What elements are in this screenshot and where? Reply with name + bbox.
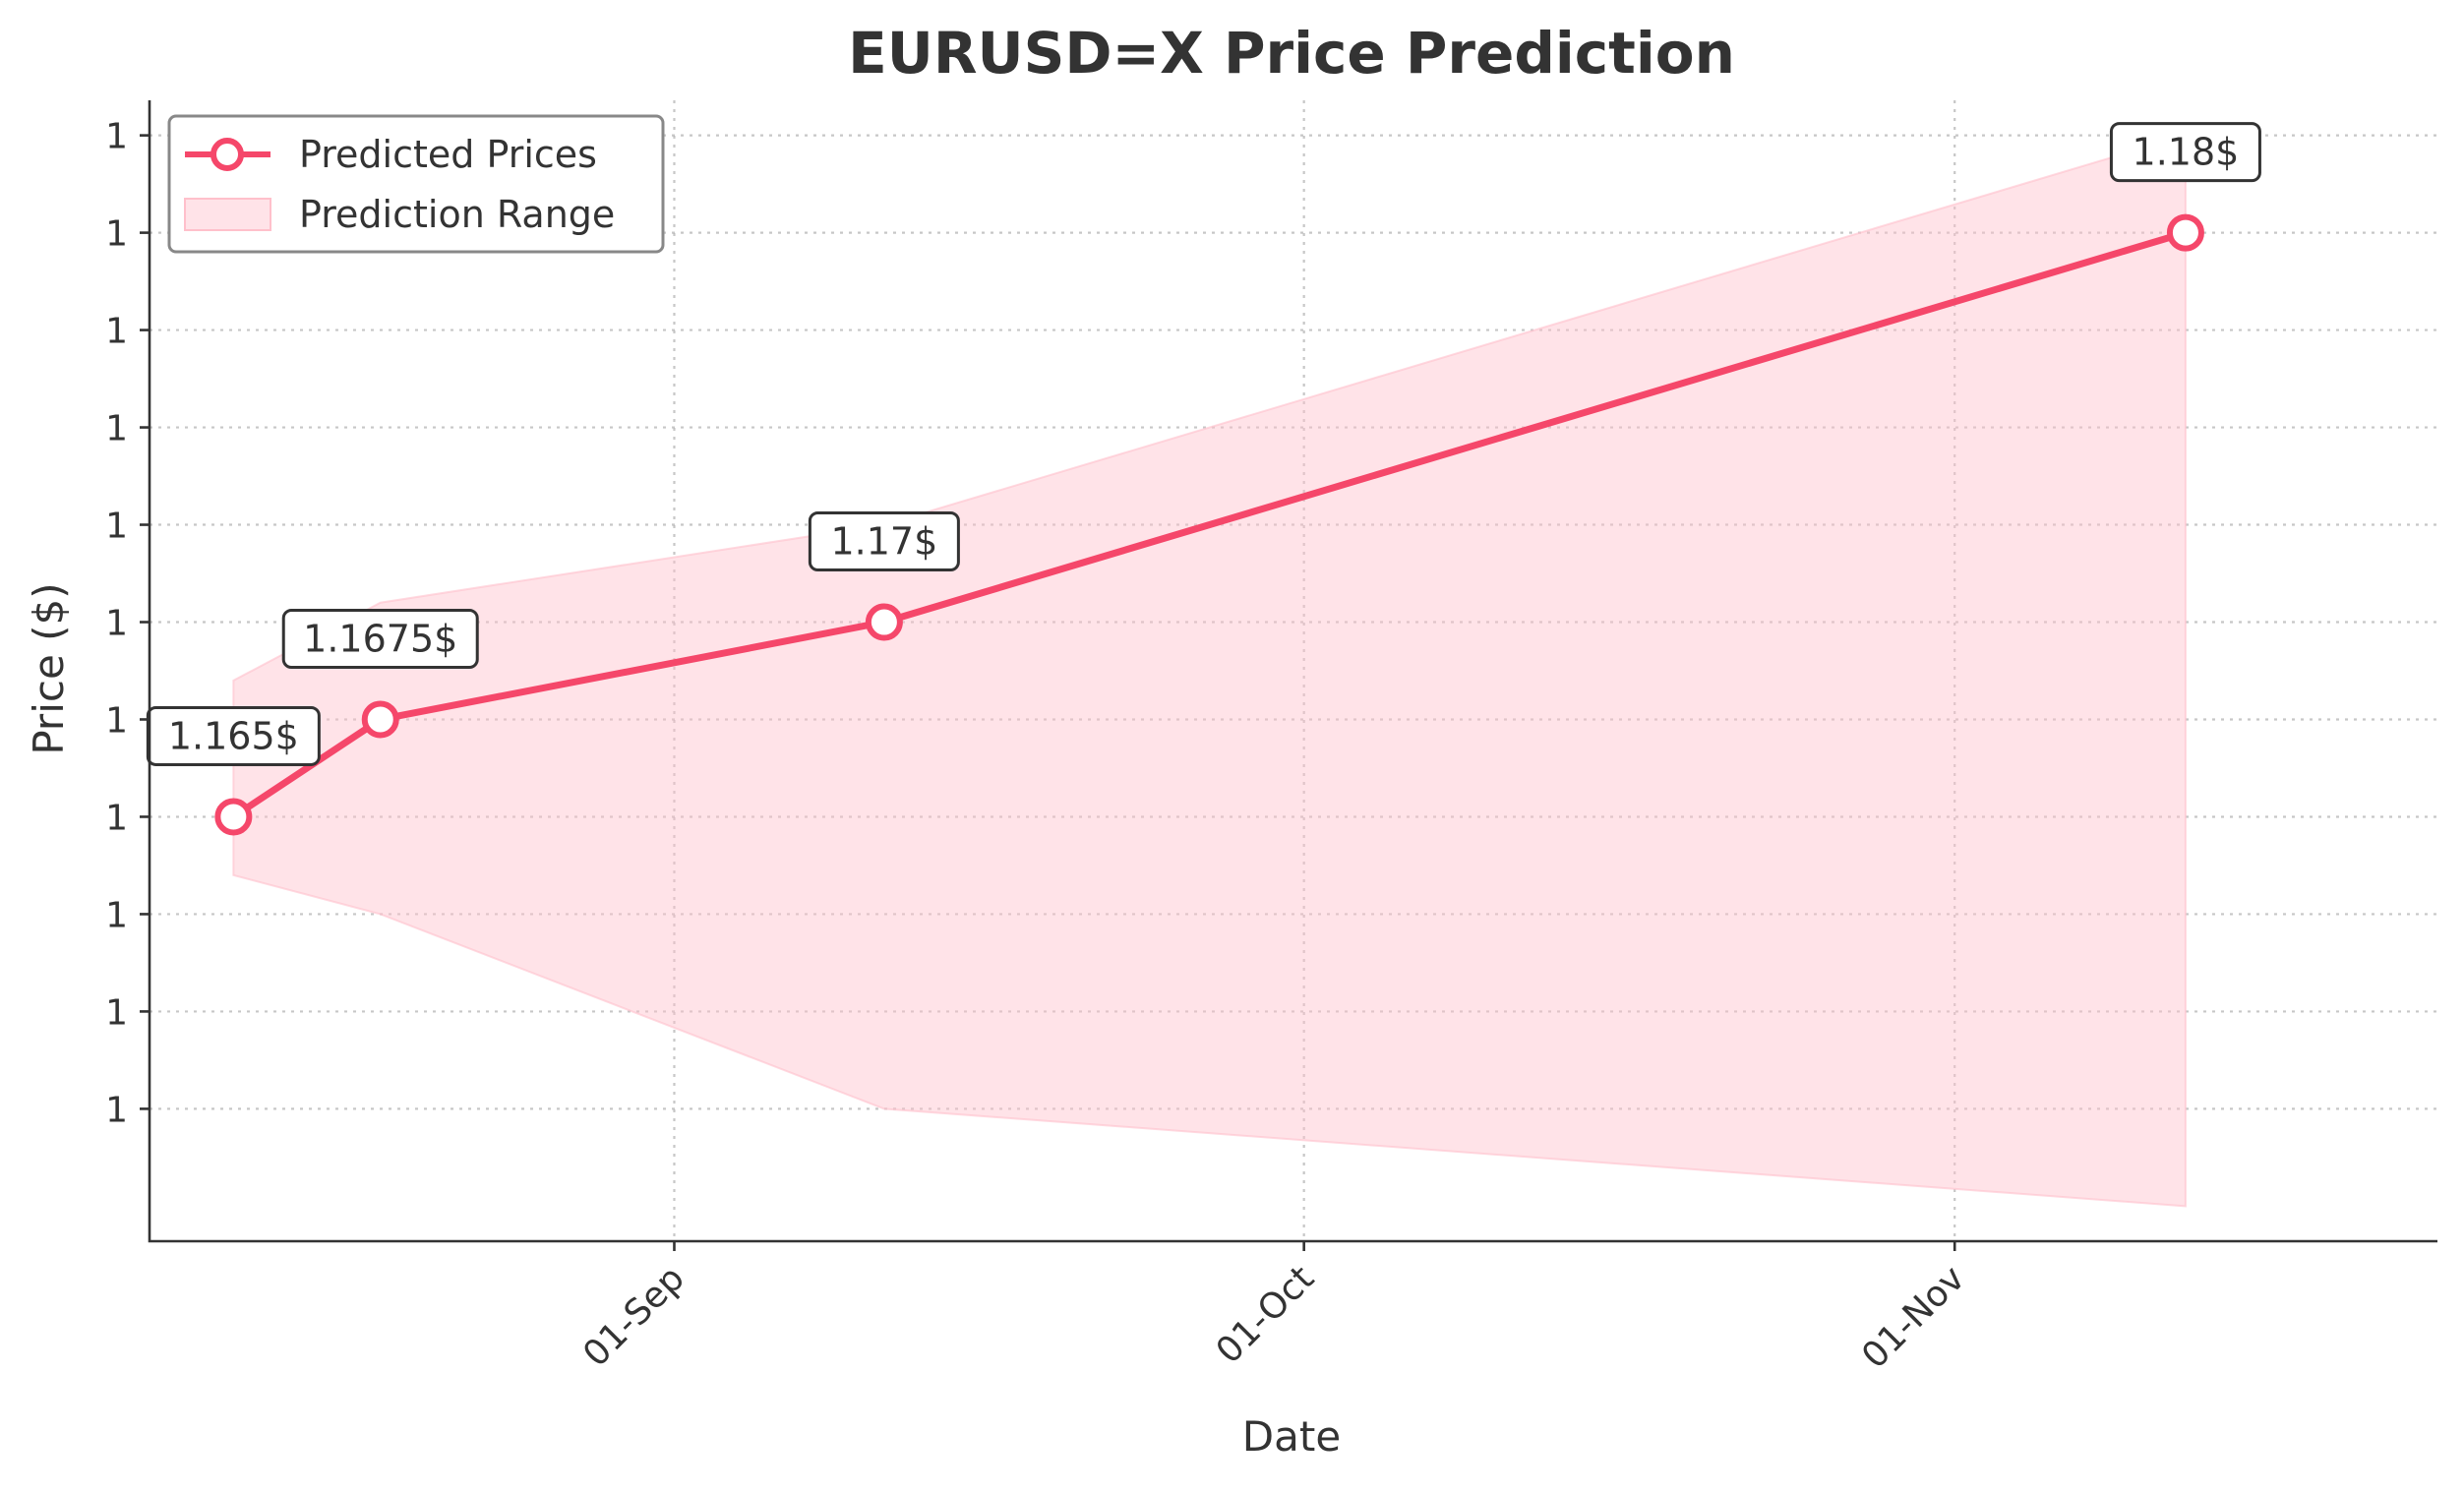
y-tick-label: 1	[105, 312, 128, 352]
predicted-prices-line-group	[214, 213, 2204, 836]
y-tick-label: 1	[105, 507, 128, 547]
y-tick-label: 1	[105, 409, 128, 449]
predicted-prices-line	[229, 229, 2190, 820]
legend-band-swatch	[184, 198, 271, 231]
y-axis-label: Price ($)	[25, 582, 73, 754]
data-label: 1.1675$	[303, 617, 457, 660]
y-tick-label: 1	[105, 1090, 128, 1130]
y-tick-label: 1	[105, 992, 128, 1033]
data-label: 1.17$	[830, 520, 937, 564]
predicted-price-point	[361, 700, 399, 739]
axis-spines	[148, 100, 2437, 1243]
data-label: 1.165$	[168, 714, 299, 757]
prediction-range-band-group	[232, 134, 2187, 1208]
legend: Predicted Prices Prediction Range	[167, 114, 665, 254]
y-tick-label: 1	[105, 604, 128, 644]
data-label-box	[281, 608, 479, 669]
data-label: 1.18$	[2133, 131, 2240, 174]
y-tick-label: 1	[105, 117, 128, 157]
legend-label-predicted: Predicted Prices	[299, 133, 597, 176]
data-label-box	[2109, 122, 2261, 183]
chart-title: EURUSD=X Price Prediction	[848, 20, 1735, 87]
annotations: 1.165$ 1.1675$ 1.17$ 1.18$	[146, 122, 2261, 766]
predicted-price-point	[214, 798, 253, 836]
legend-frame	[167, 114, 665, 254]
y-tick-label: 1	[105, 895, 128, 935]
legend-label-range: Prediction Range	[299, 193, 615, 236]
x-axis-label: Date	[1242, 1412, 1341, 1461]
y-tick-label: 1	[105, 798, 128, 838]
predicted-price-point	[865, 603, 903, 641]
predicted-price-point	[2166, 213, 2204, 252]
data-label-box	[146, 705, 321, 766]
legend-marker-swatch	[210, 138, 244, 171]
prediction-range-band	[232, 134, 2187, 1208]
data-label-box	[808, 511, 960, 572]
y-tick-label: 1	[105, 700, 128, 741]
y-tick-label: 1	[105, 214, 128, 255]
